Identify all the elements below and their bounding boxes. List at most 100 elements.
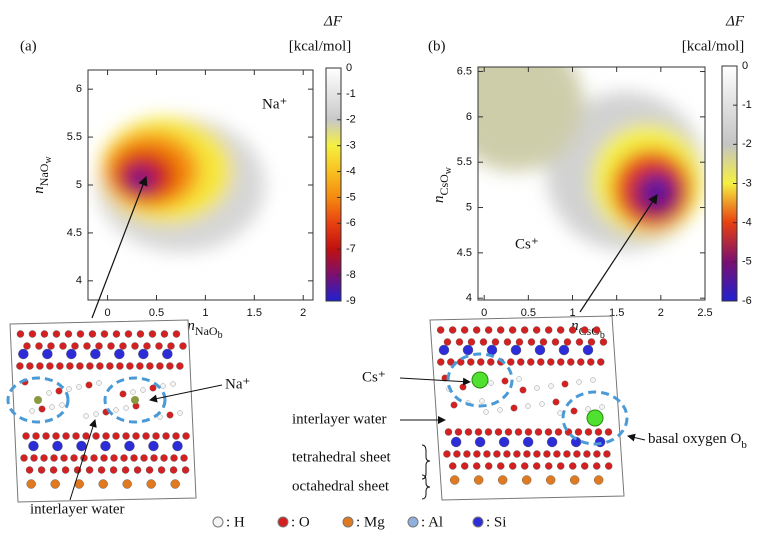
atom xyxy=(52,330,61,338)
atom xyxy=(70,454,78,462)
atom xyxy=(569,462,577,470)
axis-label-sub: NaO xyxy=(37,163,51,186)
y-tick-label: 4.5 xyxy=(67,227,82,239)
atom xyxy=(453,450,461,458)
atom xyxy=(23,342,31,350)
highlight xyxy=(6,376,70,424)
atom xyxy=(544,428,553,436)
water xyxy=(599,404,605,410)
atom xyxy=(107,342,115,350)
pointer xyxy=(69,419,97,501)
legend-swatch xyxy=(407,516,419,528)
water xyxy=(83,413,89,419)
atom xyxy=(61,466,70,474)
atom xyxy=(59,342,67,350)
water xyxy=(85,381,93,389)
atom xyxy=(162,432,170,440)
colorbar-tick-label: -5 xyxy=(346,191,356,203)
ion xyxy=(471,371,489,389)
atom xyxy=(116,362,124,370)
ion xyxy=(34,396,42,404)
water xyxy=(177,410,183,416)
heatmap xyxy=(96,117,265,253)
water xyxy=(119,390,127,398)
legend-label: : O xyxy=(291,514,310,530)
atom xyxy=(472,326,481,334)
atom xyxy=(593,475,604,485)
atom xyxy=(563,338,572,346)
plot-frame xyxy=(477,66,706,301)
water xyxy=(29,408,35,414)
ion-label: Cs⁺ xyxy=(515,236,539,252)
ion xyxy=(131,396,139,404)
atom xyxy=(160,454,168,462)
atom xyxy=(467,358,475,366)
colorbar-tick-label: -2 xyxy=(742,138,752,150)
atom xyxy=(457,358,465,366)
water xyxy=(497,407,503,413)
colorbar-tick-label: -1 xyxy=(346,88,356,100)
atom xyxy=(449,462,457,470)
heatmap xyxy=(478,67,705,251)
atom xyxy=(509,462,517,470)
atom xyxy=(513,450,521,458)
heatmap-blur xyxy=(478,67,705,251)
atom xyxy=(515,338,524,346)
axis-label: nNaOb xyxy=(187,318,222,341)
water xyxy=(130,389,136,395)
atom xyxy=(479,338,488,346)
atom xyxy=(40,454,48,462)
atom xyxy=(97,466,106,474)
colorbar-unit: [kcal/mol] xyxy=(682,38,744,54)
atom xyxy=(82,432,90,440)
atom xyxy=(166,362,174,370)
atom xyxy=(491,338,500,346)
axis-label-sub: CsO xyxy=(437,174,451,196)
atom xyxy=(496,326,505,334)
atom xyxy=(533,450,541,458)
colorbar-tick-label: -3 xyxy=(742,177,752,189)
annotation: interlayer water xyxy=(30,501,125,517)
legend-label: : H xyxy=(226,514,245,530)
atom xyxy=(508,326,517,334)
atom xyxy=(558,344,570,356)
atom xyxy=(88,330,97,338)
water xyxy=(157,414,163,420)
atom xyxy=(138,348,149,360)
atom xyxy=(25,466,34,474)
atom xyxy=(584,428,593,436)
atom xyxy=(22,432,30,440)
atom xyxy=(66,362,74,370)
atom xyxy=(473,450,481,458)
atom xyxy=(546,436,558,448)
atom xyxy=(126,362,134,370)
atom xyxy=(437,358,445,366)
atom xyxy=(16,330,25,338)
atom xyxy=(517,358,525,366)
legend-swatch xyxy=(472,516,484,528)
atom xyxy=(603,450,611,458)
atom xyxy=(110,454,118,462)
energy-region xyxy=(648,181,665,198)
atom xyxy=(90,348,101,360)
atom xyxy=(474,436,486,448)
atom xyxy=(124,330,133,338)
annotation-main: basal oxygen O xyxy=(648,431,741,447)
y-tick-label: 4 xyxy=(466,292,472,304)
x-tick-label: 2.5 xyxy=(697,307,712,319)
annotation-sub: b xyxy=(741,439,747,451)
y-tick-label: 5 xyxy=(466,201,472,213)
y-tick-label: 4 xyxy=(76,275,82,287)
water xyxy=(539,401,545,407)
atom xyxy=(170,479,180,489)
colorbar-tick-label: -4 xyxy=(346,165,356,177)
atom xyxy=(473,475,484,485)
atom xyxy=(534,344,546,356)
atom xyxy=(554,428,563,436)
atom xyxy=(485,462,493,470)
atom xyxy=(521,475,532,485)
axis-label-main: n xyxy=(431,196,447,204)
atom xyxy=(145,466,154,474)
legend-label: : Mg xyxy=(356,514,385,530)
